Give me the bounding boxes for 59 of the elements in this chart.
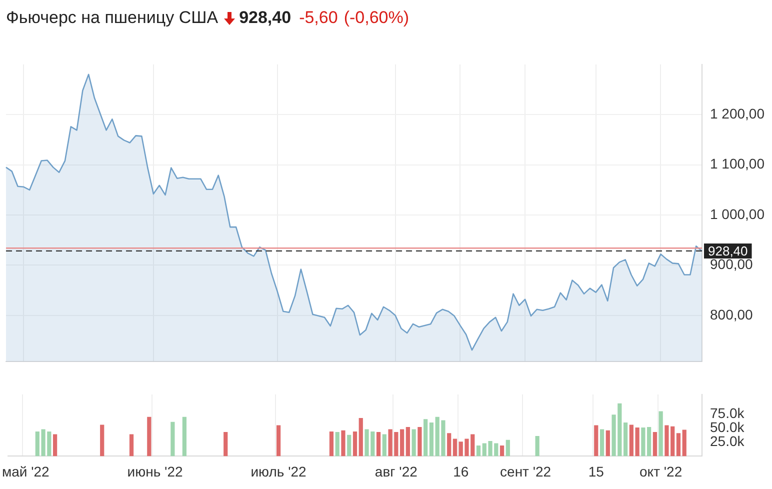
bar [182, 416, 186, 456]
bar [382, 434, 386, 456]
bar [429, 422, 434, 456]
bar [623, 422, 628, 456]
bar [335, 432, 340, 456]
y-tick-label: 1 000,00 [710, 206, 765, 222]
text: 928,40 [239, 8, 292, 28]
text: (-0,60%) [344, 8, 409, 28]
bar [147, 416, 152, 456]
y-tick-label: 1 200,00 [710, 105, 765, 122]
x-tick-label: 15 [588, 463, 604, 480]
x-tick-label: 16 [453, 463, 469, 480]
bar [406, 426, 410, 456]
bar [100, 424, 104, 456]
bar [606, 430, 610, 456]
bar [129, 434, 134, 456]
bar [376, 432, 381, 456]
bar [400, 429, 404, 456]
bar [418, 426, 422, 456]
bar [358, 418, 363, 456]
bar [652, 432, 658, 456]
bar [347, 434, 352, 456]
x-tick-label: июль '22 [250, 463, 307, 480]
bar [600, 429, 604, 456]
bar [329, 431, 334, 456]
bar [476, 446, 481, 456]
y-tick-label: 75.0k [710, 404, 746, 421]
bar [447, 433, 452, 456]
y-tick-label: 25.0k [710, 433, 746, 450]
x-tick-label: июнь '22 [127, 463, 183, 480]
x-tick-label: окт '22 [640, 463, 682, 480]
bar [341, 430, 346, 456]
bar [52, 434, 58, 456]
y-tick-label: 800,00 [710, 306, 754, 322]
bar [594, 425, 598, 456]
bar [682, 430, 686, 456]
y-tick-label: 50.0k [710, 418, 746, 435]
x-tick-label: авг '22 [374, 463, 418, 480]
bar [352, 431, 358, 456]
bar [412, 429, 416, 456]
text: -5,60 [299, 8, 338, 28]
bar [641, 428, 646, 456]
x-tick-label: май '22 [2, 463, 50, 480]
bar [452, 438, 458, 456]
x-tick-label: сент '22 [500, 463, 552, 480]
bar [658, 411, 663, 456]
bar [276, 425, 281, 456]
bar [647, 426, 652, 456]
bar [424, 419, 428, 456]
ref-line-label: 928,40 [708, 244, 748, 259]
bar [500, 446, 504, 456]
bar [170, 422, 175, 456]
bar [224, 432, 228, 456]
bar [506, 440, 510, 456]
bar [676, 433, 681, 456]
y-tick-label: 1 100,00 [710, 156, 765, 172]
chart-title: Фьючерс на пшеницу США [6, 8, 218, 28]
bar [535, 436, 540, 456]
y-tick-label: 900,00 [710, 256, 754, 272]
